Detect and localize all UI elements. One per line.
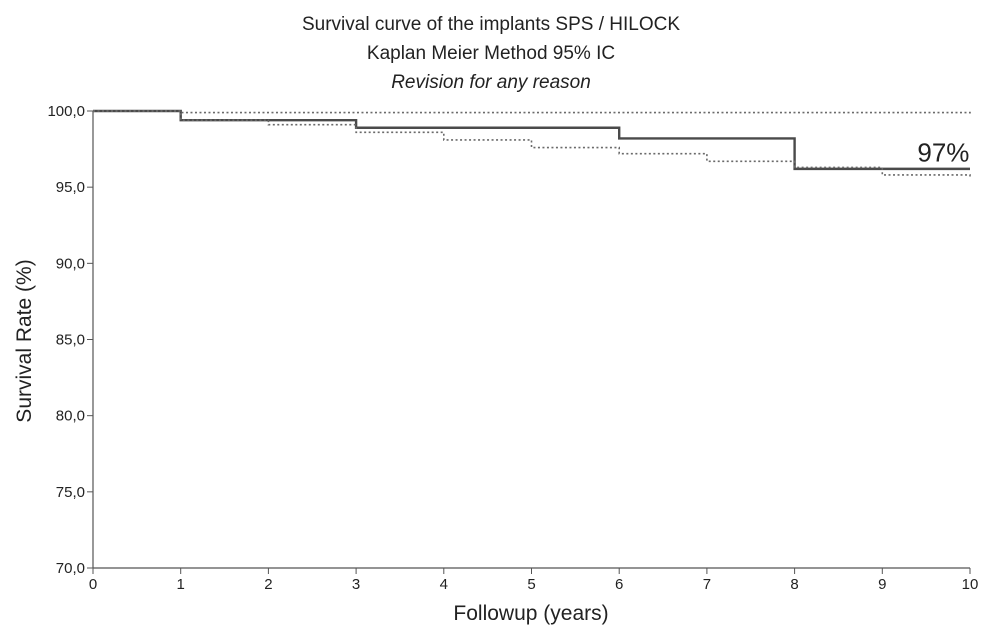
- y-axis-label: Survival Rate (%): [13, 259, 36, 422]
- annotations: 97%: [917, 137, 969, 167]
- x-axis-label: Followup (years): [453, 602, 608, 625]
- y-tick-label: 85,0: [56, 332, 85, 349]
- x-tick-label: 8: [790, 576, 798, 593]
- x-tick-label: 3: [352, 576, 360, 593]
- x-tick-label: 4: [440, 576, 448, 593]
- x-tick-label: 2: [264, 576, 272, 593]
- x-tick-label: 1: [177, 576, 185, 593]
- y-tick-label: 95,0: [56, 179, 85, 196]
- y-tick-label: 90,0: [56, 255, 85, 272]
- y-tick-label: 70,0: [56, 560, 85, 577]
- y-tick-label: 100,0: [47, 103, 85, 120]
- y-tick-label: 75,0: [56, 484, 85, 501]
- x-tick-label: 5: [527, 576, 535, 593]
- survival-line: [93, 109, 970, 171]
- confidence-bound-line-1: [93, 110, 971, 115]
- chart-title: Survival curve of the implants SPS / HIL…: [301, 14, 681, 35]
- confidence-bound-line-2: [93, 110, 971, 179]
- axes: [87, 110, 971, 574]
- y-tick-label: 80,0: [56, 408, 85, 425]
- x-tick-label: 9: [878, 576, 886, 593]
- annotation-label: 97%: [917, 137, 969, 167]
- chart-subtitle-italic: Revision for any reason: [391, 72, 591, 93]
- x-tick-label: 0: [89, 576, 97, 593]
- chart-subtitle: Kaplan Meier Method 95% IC: [366, 43, 616, 64]
- x-tick-label: 7: [703, 576, 711, 593]
- x-tick-label: 6: [615, 576, 623, 593]
- x-tick-label: 10: [962, 576, 979, 593]
- series-group: [93, 109, 971, 179]
- tick-labels: 0 1 2 3 4 5 6 7 8 9 10 70,0 75,0 80,0 85,0 90,0 95,0 100,…: [47, 103, 978, 593]
